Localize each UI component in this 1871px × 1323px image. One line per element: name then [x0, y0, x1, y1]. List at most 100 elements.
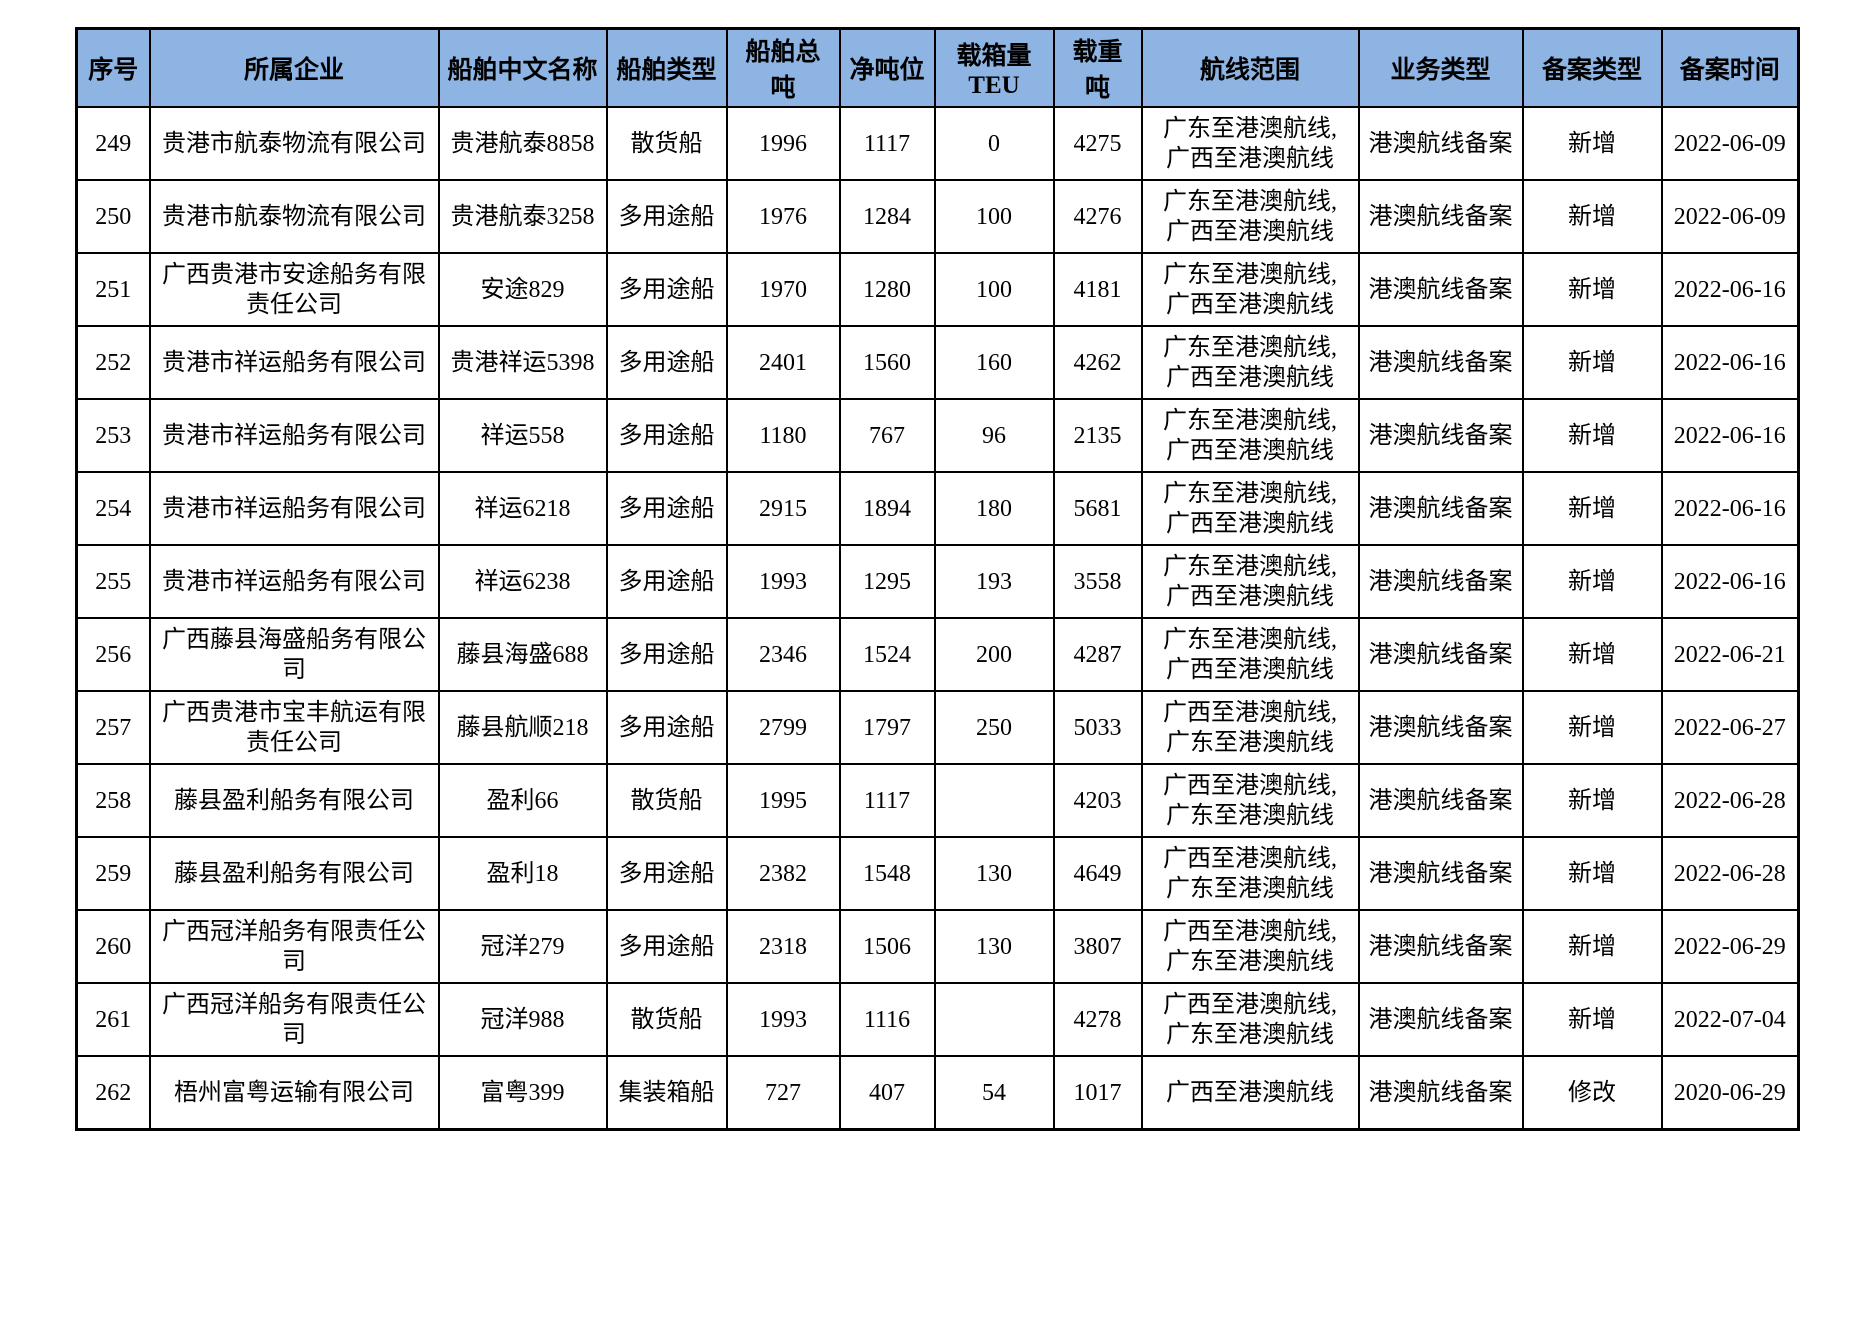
cell-deadweight: 4262 [1052, 325, 1143, 400]
cell-seq: 261 [75, 982, 151, 1057]
header-cell-deadweight: 载重吨 [1052, 27, 1143, 108]
cell-gross-tonnage: 1993 [725, 544, 841, 619]
cell-business-type: 港澳航线备案 [1357, 982, 1524, 1057]
cell-ship-type: 集装箱船 [605, 1055, 728, 1131]
cell-deadweight: 5681 [1052, 471, 1143, 546]
cell-filing-type: 新增 [1521, 763, 1663, 838]
cell-ship-name: 祥运6238 [437, 544, 608, 619]
cell-company: 贵港市祥运船务有限公司 [148, 544, 440, 619]
cell-filing-date: 2022-06-27 [1660, 690, 1800, 765]
cell-filing-type: 新增 [1521, 836, 1663, 911]
cell-seq: 256 [75, 617, 151, 692]
cell-business-type: 港澳航线备案 [1357, 179, 1524, 254]
cell-ship-type: 散货船 [605, 982, 728, 1057]
cell-seq: 253 [75, 398, 151, 473]
cell-route: 广东至港澳航线, 广西至港澳航线 [1140, 471, 1360, 546]
cell-net-tonnage: 1117 [838, 763, 936, 838]
cell-gross-tonnage: 1995 [725, 763, 841, 838]
cell-ship-name: 安途829 [437, 252, 608, 327]
cell-company: 贵港市祥运船务有限公司 [148, 398, 440, 473]
header-cell-route: 航线范围 [1140, 27, 1360, 108]
cell-ship-name: 盈利66 [437, 763, 608, 838]
cell-ship-name: 贵港航泰8858 [437, 106, 608, 181]
cell-route: 广东至港澳航线, 广西至港澳航线 [1140, 544, 1360, 619]
cell-deadweight: 4649 [1052, 836, 1143, 911]
table-head: 序号 所属企业 船舶中文名称 船舶类型 船舶总吨 净吨位 载箱量TEU 载重吨 航线范围 业务类型… [75, 27, 1800, 108]
cell-net-tonnage: 1295 [838, 544, 936, 619]
cell-seq: 258 [75, 763, 151, 838]
cell-filing-date: 2022-06-28 [1660, 763, 1800, 838]
cell-ship-type: 散货船 [605, 106, 728, 181]
cell-filing-date: 2022-06-09 [1660, 106, 1800, 181]
cell-teu: 0 [933, 106, 1055, 181]
cell-ship-name: 盈利18 [437, 836, 608, 911]
cell-net-tonnage: 1797 [838, 690, 936, 765]
cell-ship-type: 多用途船 [605, 617, 728, 692]
cell-ship-name: 祥运6218 [437, 471, 608, 546]
cell-deadweight: 4276 [1052, 179, 1143, 254]
cell-net-tonnage: 1284 [838, 179, 936, 254]
cell-company: 广西藤县海盛船务有限公司 [148, 617, 440, 692]
cell-teu: 180 [933, 471, 1055, 546]
cell-filing-type: 新增 [1521, 252, 1663, 327]
cell-teu: 96 [933, 398, 1055, 473]
cell-route: 广西至港澳航线, 广东至港澳航线 [1140, 763, 1360, 838]
cell-business-type: 港澳航线备案 [1357, 690, 1524, 765]
cell-ship-name: 冠洋988 [437, 982, 608, 1057]
cell-company: 广西冠洋船务有限责任公司 [148, 982, 440, 1057]
cell-filing-date: 2022-06-21 [1660, 617, 1800, 692]
cell-route: 广东至港澳航线, 广西至港澳航线 [1140, 325, 1360, 400]
header-cell-filing-type: 备案类型 [1521, 27, 1663, 108]
cell-teu: 250 [933, 690, 1055, 765]
cell-business-type: 港澳航线备案 [1357, 398, 1524, 473]
cell-ship-type: 多用途船 [605, 252, 728, 327]
cell-ship-name: 祥运558 [437, 398, 608, 473]
cell-filing-type: 新增 [1521, 617, 1663, 692]
cell-route: 广西至港澳航线, 广东至港澳航线 [1140, 690, 1360, 765]
cell-deadweight: 4203 [1052, 763, 1143, 838]
cell-filing-type: 新增 [1521, 106, 1663, 181]
cell-seq: 252 [75, 325, 151, 400]
cell-filing-date: 2022-06-29 [1660, 909, 1800, 984]
cell-net-tonnage: 1548 [838, 836, 936, 911]
cell-ship-type: 多用途船 [605, 398, 728, 473]
cell-teu [933, 982, 1055, 1057]
cell-deadweight: 4275 [1052, 106, 1143, 181]
cell-ship-name: 藤县海盛688 [437, 617, 608, 692]
table-row: 256 广西藤县海盛船务有限公司 藤县海盛688 多用途船 2346 1524 200 428… [75, 617, 1800, 692]
cell-teu [933, 763, 1055, 838]
cell-route: 广东至港澳航线, 广西至港澳航线 [1140, 617, 1360, 692]
cell-filing-type: 修改 [1521, 1055, 1663, 1131]
cell-ship-type: 多用途船 [605, 909, 728, 984]
cell-ship-type: 多用途船 [605, 179, 728, 254]
cell-teu: 160 [933, 325, 1055, 400]
cell-teu: 130 [933, 836, 1055, 911]
cell-business-type: 港澳航线备案 [1357, 471, 1524, 546]
cell-business-type: 港澳航线备案 [1357, 252, 1524, 327]
cell-seq: 249 [75, 106, 151, 181]
cell-net-tonnage: 1524 [838, 617, 936, 692]
cell-filing-type: 新增 [1521, 398, 1663, 473]
cell-filing-date: 2022-06-09 [1660, 179, 1800, 254]
cell-deadweight: 4287 [1052, 617, 1143, 692]
cell-route: 广西至港澳航线, 广东至港澳航线 [1140, 836, 1360, 911]
cell-gross-tonnage: 2346 [725, 617, 841, 692]
table-row: 260 广西冠洋船务有限责任公司 冠洋279 多用途船 2318 1506 130 3807 广… [75, 909, 1800, 984]
cell-seq: 262 [75, 1055, 151, 1131]
cell-teu: 100 [933, 179, 1055, 254]
cell-net-tonnage: 407 [838, 1055, 936, 1131]
cell-filing-type: 新增 [1521, 690, 1663, 765]
cell-company: 广西贵港市宝丰航运有限责任公司 [148, 690, 440, 765]
table-row: 252 贵港市祥运船务有限公司 贵港祥运5398 多用途船 2401 1560 160 426… [75, 325, 1800, 400]
cell-net-tonnage: 1280 [838, 252, 936, 327]
cell-seq: 251 [75, 252, 151, 327]
cell-seq: 257 [75, 690, 151, 765]
cell-gross-tonnage: 2915 [725, 471, 841, 546]
cell-business-type: 港澳航线备案 [1357, 106, 1524, 181]
cell-deadweight: 4181 [1052, 252, 1143, 327]
header-cell-filing-date: 备案时间 [1660, 27, 1800, 108]
cell-gross-tonnage: 2799 [725, 690, 841, 765]
cell-net-tonnage: 1116 [838, 982, 936, 1057]
header-cell-seq: 序号 [75, 27, 151, 108]
cell-ship-type: 多用途船 [605, 471, 728, 546]
